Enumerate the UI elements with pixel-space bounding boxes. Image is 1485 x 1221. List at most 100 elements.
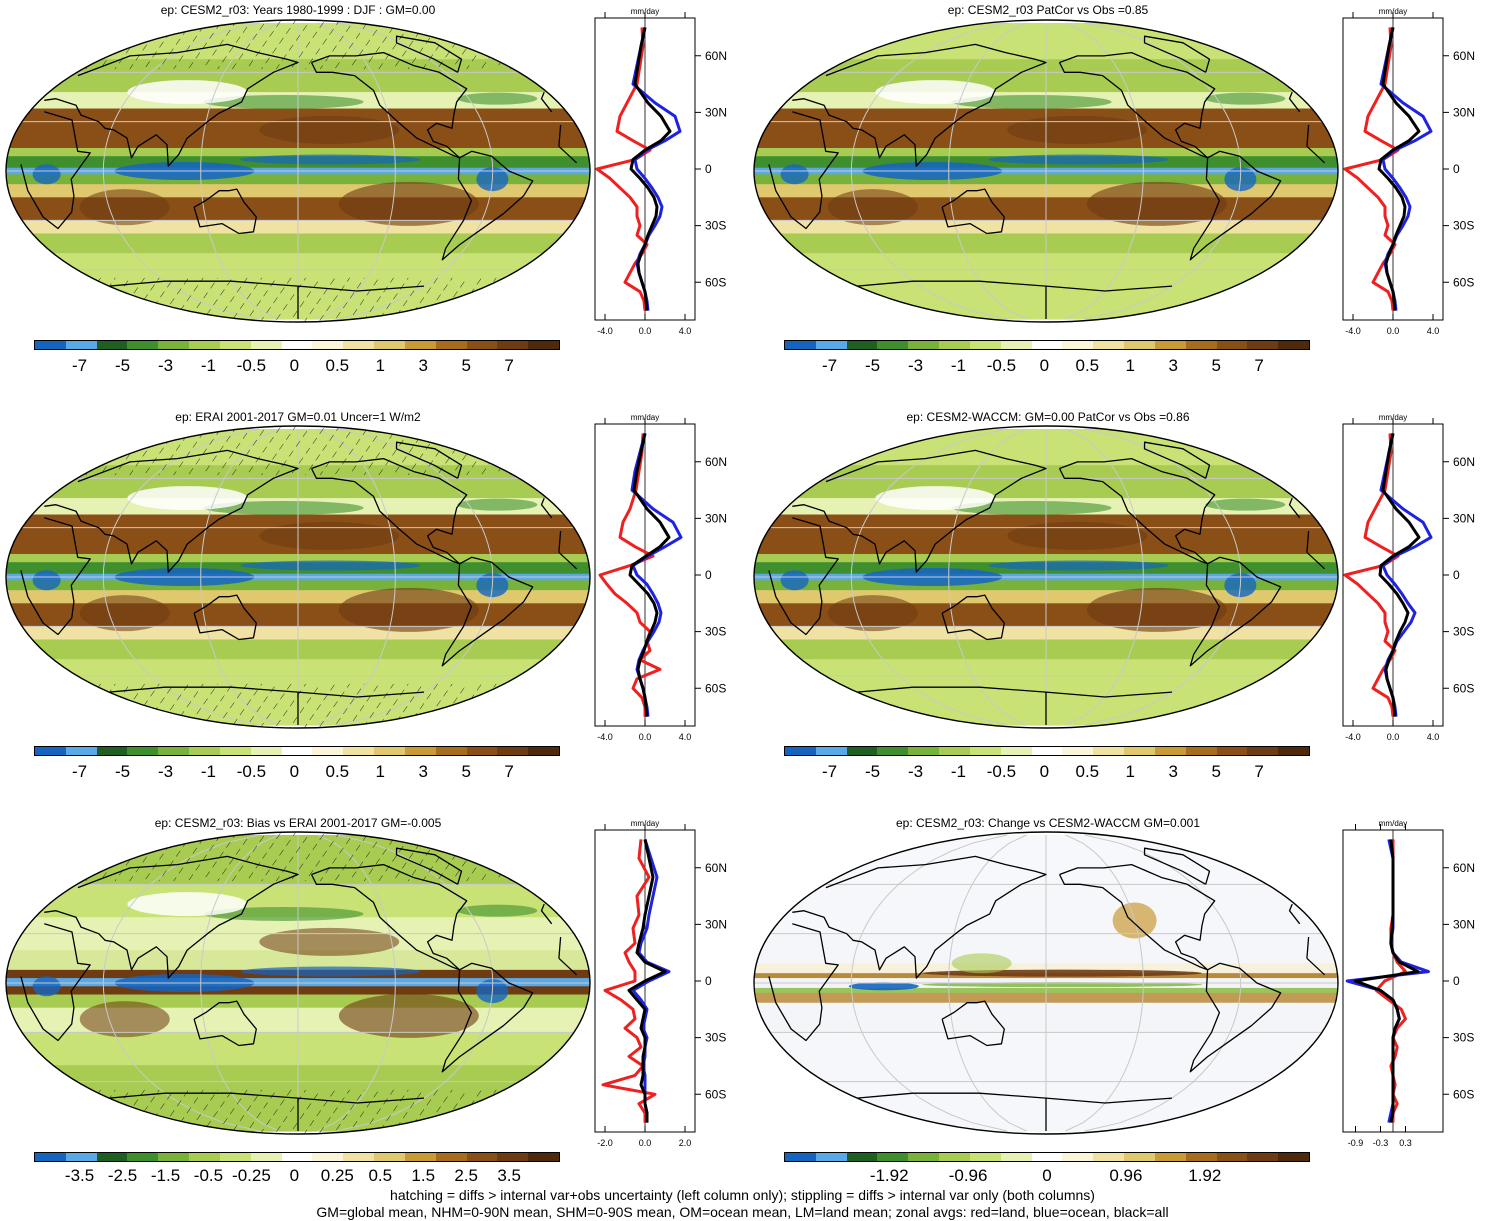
colorbar-swatch (1124, 341, 1155, 349)
x-tick-label: 4.0 (1427, 732, 1440, 742)
colorbar-swatch (1216, 341, 1248, 349)
land-zonal-line (1343, 27, 1400, 311)
colorbar-swatch (528, 747, 560, 755)
colorbar-tick-label: 1 (1125, 762, 1136, 781)
colorbar-swatch (343, 1153, 375, 1161)
colorbar-swatch (1093, 1153, 1125, 1161)
colorbar-swatch (466, 747, 498, 755)
colorbar-swatch (969, 1153, 1001, 1161)
colorbar-swatch (846, 1153, 878, 1161)
x-tick-label: 4.0 (679, 732, 692, 742)
colorbar-swatch (219, 341, 251, 349)
colorbar-swatch (189, 747, 220, 755)
colorbar-swatch (1185, 341, 1217, 349)
colorbar-tick-label: -3 (157, 762, 174, 781)
colorbar-swatch (908, 341, 940, 349)
colorbar-tick-label: 0.96 (1109, 1166, 1143, 1185)
lat-tick-label: 0 (1453, 568, 1460, 582)
colorbar-swatch (1093, 341, 1125, 349)
colorbar (784, 746, 1310, 756)
colorbar-swatch (96, 1153, 128, 1161)
lat-tick-label: 30N (1453, 511, 1475, 525)
colorbar-swatch (939, 747, 970, 755)
colorbar-swatch (65, 1153, 97, 1161)
lat-tick-label: 0 (1453, 162, 1460, 176)
colorbar-swatch (219, 1153, 251, 1161)
colorbar-swatch (250, 747, 282, 755)
colorbar-swatch (1000, 747, 1032, 755)
colorbar-swatch (939, 341, 970, 349)
colorbar (784, 340, 1310, 350)
colorbar-swatch (96, 747, 128, 755)
colorbar-tick-label: 7 (1254, 356, 1264, 375)
panel-title: ep: CESM2_r03: Bias vs ERAI 2001-2017 GM… (154, 816, 442, 830)
colorbar-swatch (281, 1153, 313, 1161)
colorbar-tick-label: -0.5 (986, 356, 1017, 375)
colorbar (784, 1152, 1310, 1162)
colorbar-swatch (35, 1153, 66, 1161)
colorbar-swatch (435, 1153, 467, 1161)
lat-tick-label: 60S (705, 681, 726, 695)
x-tick-label: -2.0 (597, 1138, 613, 1148)
colorbar-tick-label: 1 (375, 762, 386, 781)
colorbar-swatch (466, 341, 498, 349)
colorbar-tick-label: -7 (72, 762, 88, 781)
colorbar-swatch (1185, 1153, 1217, 1161)
colorbar-swatch (1216, 1153, 1248, 1161)
colorbar-tick-label: 1.5 (411, 1166, 436, 1185)
map-panel (753, 831, 1339, 1135)
ocean-zonal-line (631, 838, 671, 1123)
colorbar-tick-label: 3 (418, 762, 428, 781)
map-panel (5, 425, 591, 729)
colorbar-swatch (189, 1153, 220, 1161)
x-tick-label: -4.0 (1345, 326, 1361, 336)
colorbar-swatch (877, 747, 909, 755)
all-zonal-line (628, 433, 671, 717)
colorbar-swatch (466, 1153, 498, 1161)
lat-tick-label: 60S (705, 275, 726, 289)
colorbar-swatch (404, 747, 436, 755)
colorbar-swatch (189, 341, 220, 349)
all-zonal-line (629, 27, 672, 311)
colorbar-swatch (312, 341, 344, 349)
x-tick-label: 2.0 (679, 1138, 692, 1148)
colorbar (34, 340, 560, 350)
lat-tick-label: 60N (1453, 49, 1475, 63)
colorbar-swatch (1124, 1153, 1155, 1161)
lat-tick-label: 0 (705, 162, 712, 176)
colorbar-swatch (1093, 747, 1125, 755)
x-tick-label: 4.0 (1427, 326, 1440, 336)
colorbar-swatch (785, 1153, 816, 1161)
colorbar-swatch (969, 747, 1001, 755)
colorbar-tick-label: 3 (1168, 762, 1178, 781)
colorbar-swatch (497, 747, 529, 755)
colorbar-swatch (1031, 1153, 1063, 1161)
colorbar-swatch (497, 1153, 529, 1161)
zonal-units-label: mm/day (1379, 413, 1407, 422)
zonal-units-label: mm/day (631, 819, 659, 828)
colorbar-tick-label: 0.5 (1075, 356, 1100, 375)
colorbar-swatch (158, 747, 190, 755)
lat-tick-label: 30S (1453, 1031, 1474, 1045)
x-tick-label: 0.0 (639, 1138, 652, 1148)
colorbar-swatch (785, 747, 816, 755)
colorbar-swatch (846, 341, 878, 349)
colorbar-tick-label: -0.5 (236, 356, 267, 375)
colorbar-swatch (1154, 341, 1186, 349)
colorbar-swatch (374, 341, 405, 349)
x-tick-label: 0.0 (639, 326, 652, 336)
x-tick-label: 0.0 (1387, 732, 1400, 742)
colorbar-tick-label: 0.5 (325, 356, 350, 375)
colorbar-swatch (35, 747, 66, 755)
colorbar-swatch (404, 1153, 436, 1161)
all-zonal-line (627, 839, 667, 1123)
colorbar-swatch (281, 341, 313, 349)
colorbar-tick-label: -5 (114, 356, 131, 375)
colorbar-swatch (250, 341, 282, 349)
x-tick-label: 0.0 (1387, 326, 1400, 336)
colorbar-swatch (969, 341, 1001, 349)
colorbar-tick-label: 3 (1168, 356, 1178, 375)
colorbar-swatch (815, 747, 847, 755)
colorbar-tick-label: -3.5 (64, 1166, 95, 1185)
colorbar-swatch (1278, 1153, 1310, 1161)
